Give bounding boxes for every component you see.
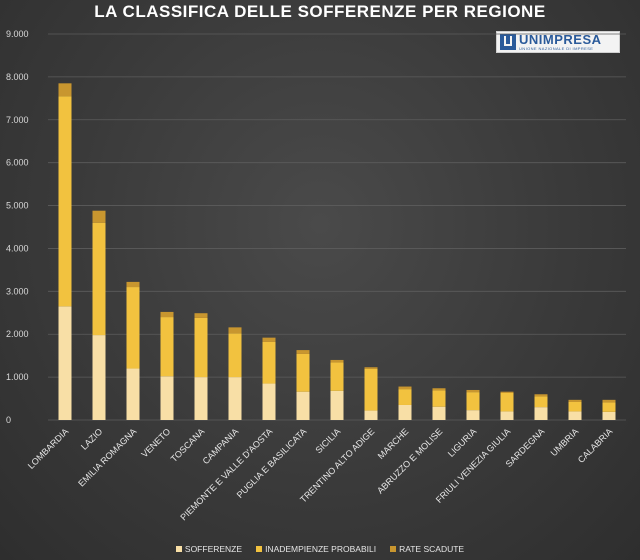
bar-segment — [58, 83, 72, 97]
bars — [58, 83, 616, 420]
bar-segment — [228, 377, 242, 420]
bar-segment — [92, 335, 106, 420]
y-tick-label: 4.000 — [6, 243, 29, 253]
legend-label: INADEMPIENZE PROBABILI — [265, 544, 377, 554]
y-tick-label: 2.000 — [6, 329, 29, 339]
bar-segment — [500, 411, 514, 420]
bar-segment — [228, 327, 242, 334]
bar-segment — [364, 410, 378, 420]
legend-item-inadempienze: INADEMPIENZE PROBABILI — [256, 544, 376, 554]
bar-segment — [92, 222, 106, 336]
bar-segment — [398, 404, 412, 420]
x-tick-label: LIGURIA — [446, 426, 479, 459]
bar-segment — [126, 287, 140, 369]
bar-segment — [296, 391, 310, 420]
logo-subtitle: UNIONE NAZIONALE DI IMPRESE — [519, 46, 594, 51]
y-tick-label: 6.000 — [6, 158, 29, 168]
bar-segment — [534, 394, 548, 397]
legend-swatch — [175, 546, 182, 552]
bar-segment — [466, 389, 480, 393]
x-tick-label: LAZIO — [79, 426, 104, 451]
bar-segment — [602, 402, 616, 412]
bar-segment — [262, 383, 276, 420]
bar-segment — [58, 96, 72, 307]
gridlines — [48, 33, 626, 421]
x-tick-label: UMBRIA — [549, 426, 581, 458]
bar-segment — [432, 388, 446, 391]
bar-segment — [194, 317, 208, 378]
bar-segment — [364, 368, 378, 411]
bar-segment — [466, 410, 480, 420]
y-tick-label: 7.000 — [6, 115, 29, 125]
bar-segment — [330, 359, 344, 363]
bar-segment — [160, 311, 174, 318]
bar-segment — [296, 350, 310, 354]
y-axis: 0 1.000 2.000 3.000 4.000 5.000 6.000 7.000 8.00… — [6, 29, 29, 425]
x-tick-label: SICILIA — [313, 426, 342, 455]
bar-segment — [194, 313, 208, 318]
bar-segment — [92, 210, 106, 223]
bar-segment — [568, 399, 582, 402]
y-tick-label: 9.000 — [6, 29, 29, 39]
bar-segment — [602, 399, 616, 403]
bar-segment — [568, 411, 582, 420]
logo-name: UNIMPRESA — [519, 32, 602, 47]
bar-segment — [534, 407, 548, 420]
bar-segment — [160, 317, 174, 377]
bar-segment — [330, 390, 344, 420]
bar-segment — [160, 376, 174, 420]
bar-segment — [398, 386, 412, 390]
legend-item-rate-scadute: RATE SCADUTE — [390, 544, 464, 554]
unimpresa-logo-icon — [500, 34, 516, 50]
bar-segment — [228, 333, 242, 378]
legend: SOFFERENZE INADEMPIENZE PROBABILI RATE S… — [0, 544, 640, 554]
bar-segment — [398, 389, 412, 405]
bar-segment — [330, 362, 344, 391]
chart-title: LA CLASSIFICA DELLE SOFFERENZE PER REGIO… — [94, 2, 546, 21]
bar-segment — [126, 368, 140, 420]
legend-swatch — [390, 546, 397, 552]
x-tick-label: VENETO — [139, 426, 172, 459]
legend-label: RATE SCADUTE — [399, 544, 465, 554]
unimpresa-logo: UNIMPRESA UNIONE NAZIONALE DI IMPRESE — [496, 31, 620, 53]
bar-segment — [466, 392, 480, 411]
bar-segment — [58, 306, 72, 420]
bar-segment — [262, 341, 276, 384]
x-tick-label: CALABRIA — [576, 426, 615, 465]
bar-segment — [432, 390, 446, 407]
y-tick-label: 0 — [6, 415, 11, 425]
bar-segment — [602, 411, 616, 420]
bar-segment — [296, 353, 310, 392]
x-tick-label: MARCHE — [376, 426, 411, 461]
y-tick-label: 3.000 — [6, 286, 29, 296]
bar-segment — [500, 392, 514, 412]
x-tick-label: PUGLIA E BASILICATA — [235, 426, 309, 500]
y-tick-label: 5.000 — [6, 201, 29, 211]
bar-segment — [534, 396, 548, 408]
bar-segment — [568, 401, 582, 412]
bar-segment — [194, 377, 208, 420]
y-tick-label: 1.000 — [6, 372, 29, 382]
legend-swatch — [256, 546, 263, 552]
x-tick-label: EMILIA ROMAGNA — [76, 426, 138, 488]
x-tick-label: LOMBARDIA — [26, 426, 71, 471]
bar-segment — [262, 337, 276, 342]
bar-segment — [126, 281, 140, 288]
y-tick-label: 8.000 — [6, 72, 29, 82]
bar-segment — [432, 406, 446, 420]
bar-segment — [500, 391, 514, 393]
x-tick-label: ABRUZZO E MOLISE — [375, 426, 444, 495]
legend-label: SOFFERENZE — [184, 544, 243, 554]
bar-segment — [364, 367, 378, 369]
legend-item-sofferenze: SOFFERENZE — [175, 544, 243, 554]
